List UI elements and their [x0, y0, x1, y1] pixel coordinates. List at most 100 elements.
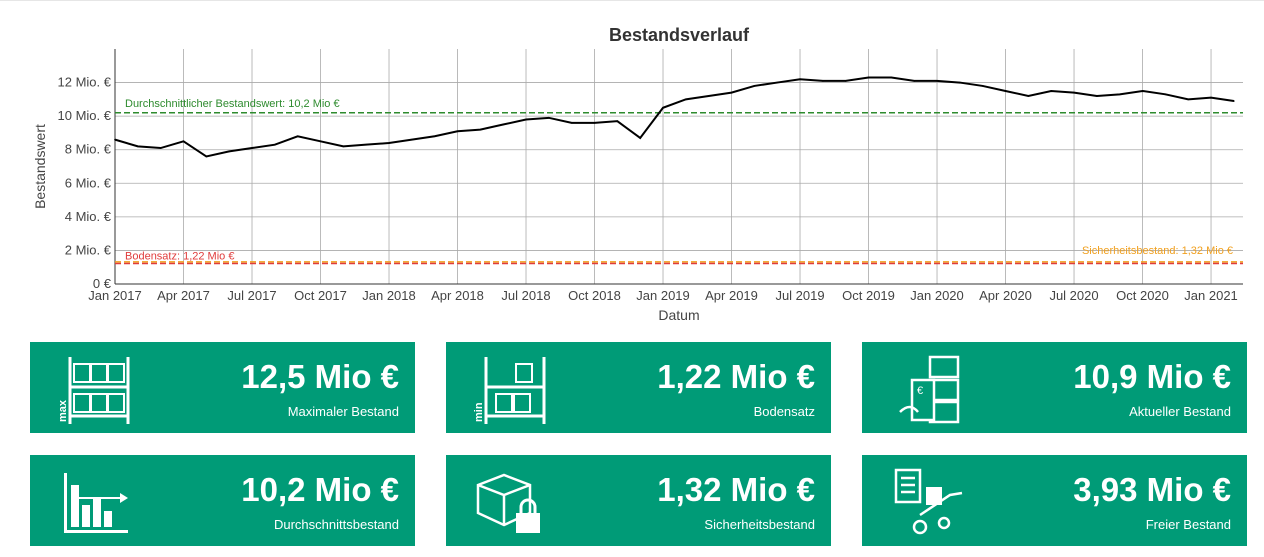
data-point	[936, 80, 938, 82]
card-free-stock: 3,93 Mio € Freier Bestand	[862, 455, 1247, 546]
y-tick-label: 8 Mio. €	[65, 142, 112, 157]
x-tick-label: Jan 2021	[1184, 288, 1238, 303]
shelf-max-icon: max	[58, 357, 130, 424]
series-line	[114, 76, 1235, 158]
data-point	[251, 147, 253, 149]
boxes-invoice-icon: €	[899, 355, 960, 424]
data-point	[799, 78, 801, 81]
card-value: 1,32 Mio €	[657, 471, 815, 508]
x-tick-label: Jan 2019	[636, 288, 690, 303]
data-point	[433, 135, 436, 138]
data-point	[456, 130, 459, 133]
data-point	[388, 142, 390, 144]
x-tick-label: Jan 2017	[88, 288, 142, 303]
hand-truck-icon	[894, 468, 963, 535]
data-point	[274, 143, 276, 146]
card-label: Aktueller Bestand	[1129, 404, 1231, 419]
data-point	[159, 147, 162, 149]
data-point	[1050, 90, 1052, 92]
data-point	[639, 137, 641, 139]
y-tick-label: 0 €	[93, 276, 112, 291]
x-tick-label: Oct 2018	[568, 288, 621, 303]
data-point	[1187, 98, 1189, 101]
data-point	[1141, 90, 1144, 92]
card-min-stock: min 1,22 Mio € Bodensatz	[446, 342, 831, 433]
data-point	[662, 106, 664, 109]
chart-title: Bestandsverlauf	[609, 25, 750, 45]
data-point	[844, 80, 847, 82]
data-point	[228, 150, 230, 153]
data-point	[959, 81, 961, 84]
data-point	[822, 80, 824, 82]
x-axis-label: Datum	[658, 307, 699, 323]
data-point	[867, 76, 870, 79]
data-point	[342, 145, 345, 148]
data-point	[753, 85, 756, 87]
card-average-stock: 10,2 Mio € Durchschnittsbestand	[30, 455, 415, 546]
x-tick-label: Apr 2019	[705, 288, 758, 303]
inventory-chart: Bestandsverlauf 0 € 2 Mio. € 4 Mio. € 6 Mio.…	[32, 25, 1243, 323]
card-value: 1,22 Mio €	[657, 358, 815, 395]
x-tick-label: Oct 2017	[294, 288, 347, 303]
data-point	[502, 123, 504, 126]
data-point	[890, 76, 893, 79]
data-point	[137, 145, 139, 148]
svg-text:min: min	[474, 402, 485, 422]
shelf-min-icon: min	[474, 357, 546, 424]
card-label: Bodensatz	[753, 404, 815, 419]
card-label: Maximaler Bestand	[287, 404, 399, 419]
data-point	[707, 95, 710, 97]
card-label: Sicherheitsbestand	[704, 517, 815, 532]
y-tick-label: 10 Mio. €	[58, 108, 112, 123]
x-tick-label: Jul 2017	[227, 288, 276, 303]
data-point	[411, 138, 413, 141]
y-axis-label: Bestandswert	[32, 124, 48, 209]
x-tick-label: Jan 2020	[910, 288, 964, 303]
svg-text:€: €	[917, 385, 923, 397]
data-point	[479, 128, 482, 131]
reference-line-label: Sicherheitsbestand: 1,32 Mio €	[1082, 245, 1233, 257]
data-point	[981, 85, 984, 87]
data-point	[1233, 100, 1235, 102]
x-tick-label: Apr 2017	[157, 288, 210, 303]
card-label: Freier Bestand	[1145, 517, 1231, 532]
data-point	[616, 120, 619, 122]
x-tick-label: Apr 2020	[979, 288, 1032, 303]
card-value: 10,2 Mio €	[241, 471, 399, 508]
data-point	[1004, 90, 1007, 92]
card-current-stock: € 10,9 Mio € Aktueller Bestand	[862, 342, 1247, 433]
data-point	[1118, 93, 1121, 96]
data-point	[319, 140, 322, 143]
data-point	[730, 91, 733, 94]
y-tick-label: 12 Mio. €	[58, 75, 112, 90]
x-tick-label: Apr 2018	[431, 288, 484, 303]
data-point	[525, 118, 527, 121]
y-tick-label: 2 Mio. €	[65, 242, 112, 257]
card-value: 3,93 Mio €	[1073, 471, 1231, 508]
data-point	[1027, 95, 1030, 97]
data-point	[570, 122, 573, 124]
data-point	[913, 80, 915, 82]
box-lock-icon	[476, 473, 540, 533]
reference-line-label: Durchschnittlicher Bestandswert: 10,2 Mi…	[125, 98, 340, 110]
x-tick-label: Jul 2018	[501, 288, 550, 303]
data-point	[182, 140, 185, 143]
data-point	[114, 138, 116, 141]
card-label: Durchschnittsbestand	[273, 517, 399, 532]
bar-chart-icon	[64, 473, 128, 533]
x-tick-label: Oct 2019	[842, 288, 895, 303]
reference-line-label: Bodensatz: 1,22 Mio €	[125, 251, 234, 263]
data-point	[593, 122, 596, 124]
card-max-stock: max 12,5 Mio € Maximaler Bestand	[30, 342, 415, 433]
data-point	[1096, 95, 1098, 97]
card-value: 12,5 Mio €	[241, 358, 399, 395]
svg-text:max: max	[58, 399, 69, 422]
x-tick-label: Oct 2020	[1116, 288, 1169, 303]
data-point	[1073, 91, 1075, 94]
data-point	[205, 155, 208, 158]
y-tick-label: 4 Mio. €	[65, 209, 112, 224]
data-point	[548, 117, 550, 119]
data-point	[1210, 96, 1212, 99]
data-point	[1164, 93, 1167, 96]
card-value: 10,9 Mio €	[1073, 358, 1231, 395]
